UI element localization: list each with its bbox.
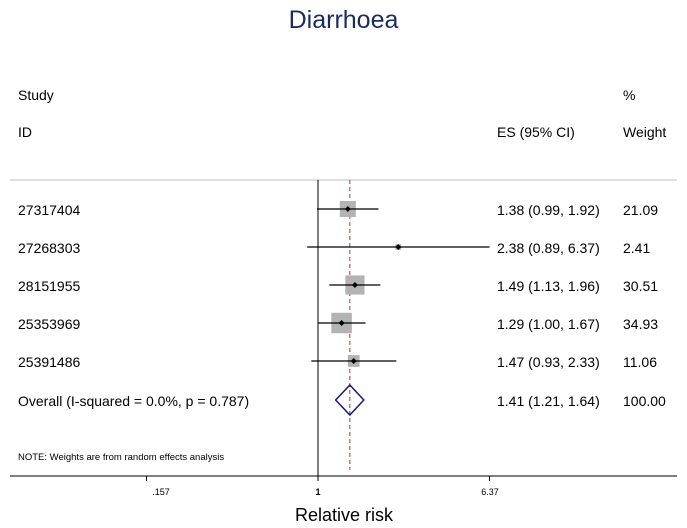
study-weight: 2.41 — [623, 240, 651, 256]
overall-es: 1.41 (1.21, 1.64) — [497, 393, 600, 409]
header-study: Study — [18, 87, 54, 103]
x-tick-label: 6.37 — [481, 487, 499, 497]
study-weight: 34.93 — [623, 316, 659, 332]
study-label: 27317404 — [18, 202, 81, 218]
study-label: 28151955 — [18, 278, 81, 294]
header-weight: Weight — [623, 124, 667, 140]
x-tick-label: 1 — [315, 487, 321, 497]
x-tick-label: .157 — [152, 487, 170, 497]
study-label: 25391486 — [18, 354, 81, 370]
study-es: 1.29 (1.00, 1.67) — [497, 316, 600, 332]
weights-note: NOTE: Weights are from random effects an… — [18, 452, 225, 463]
study-point-estimate — [344, 206, 351, 212]
x-axis-label: Relative risk — [294, 505, 394, 525]
chart-title: Diarrhoea — [288, 6, 399, 34]
study-es: 1.47 (0.93, 2.33) — [497, 354, 600, 370]
overall-weight: 100.00 — [623, 393, 666, 409]
study-point-estimate — [350, 358, 357, 364]
overall-diamond — [334, 383, 365, 417]
study-weight: 11.06 — [623, 354, 657, 370]
study-es: 1.38 (0.99, 1.92) — [497, 202, 600, 218]
study-point-estimate — [338, 320, 345, 326]
study-es: 2.38 (0.89, 6.37) — [497, 240, 600, 256]
header-id: ID — [18, 124, 32, 140]
header-es: ES (95% CI) — [497, 124, 575, 140]
study-es: 1.49 (1.13, 1.96) — [497, 278, 600, 294]
overall-label: Overall (I-squared = 0.0%, p = 0.787) — [18, 393, 250, 409]
study-point-estimate — [351, 282, 358, 288]
study-point-estimate — [395, 244, 402, 250]
study-weight: 30.51 — [623, 278, 659, 294]
header-percent: % — [623, 87, 636, 103]
study-weight: 21.09 — [623, 202, 659, 218]
study-label: 25353969 — [18, 316, 81, 332]
study-label: 27268303 — [18, 240, 81, 256]
